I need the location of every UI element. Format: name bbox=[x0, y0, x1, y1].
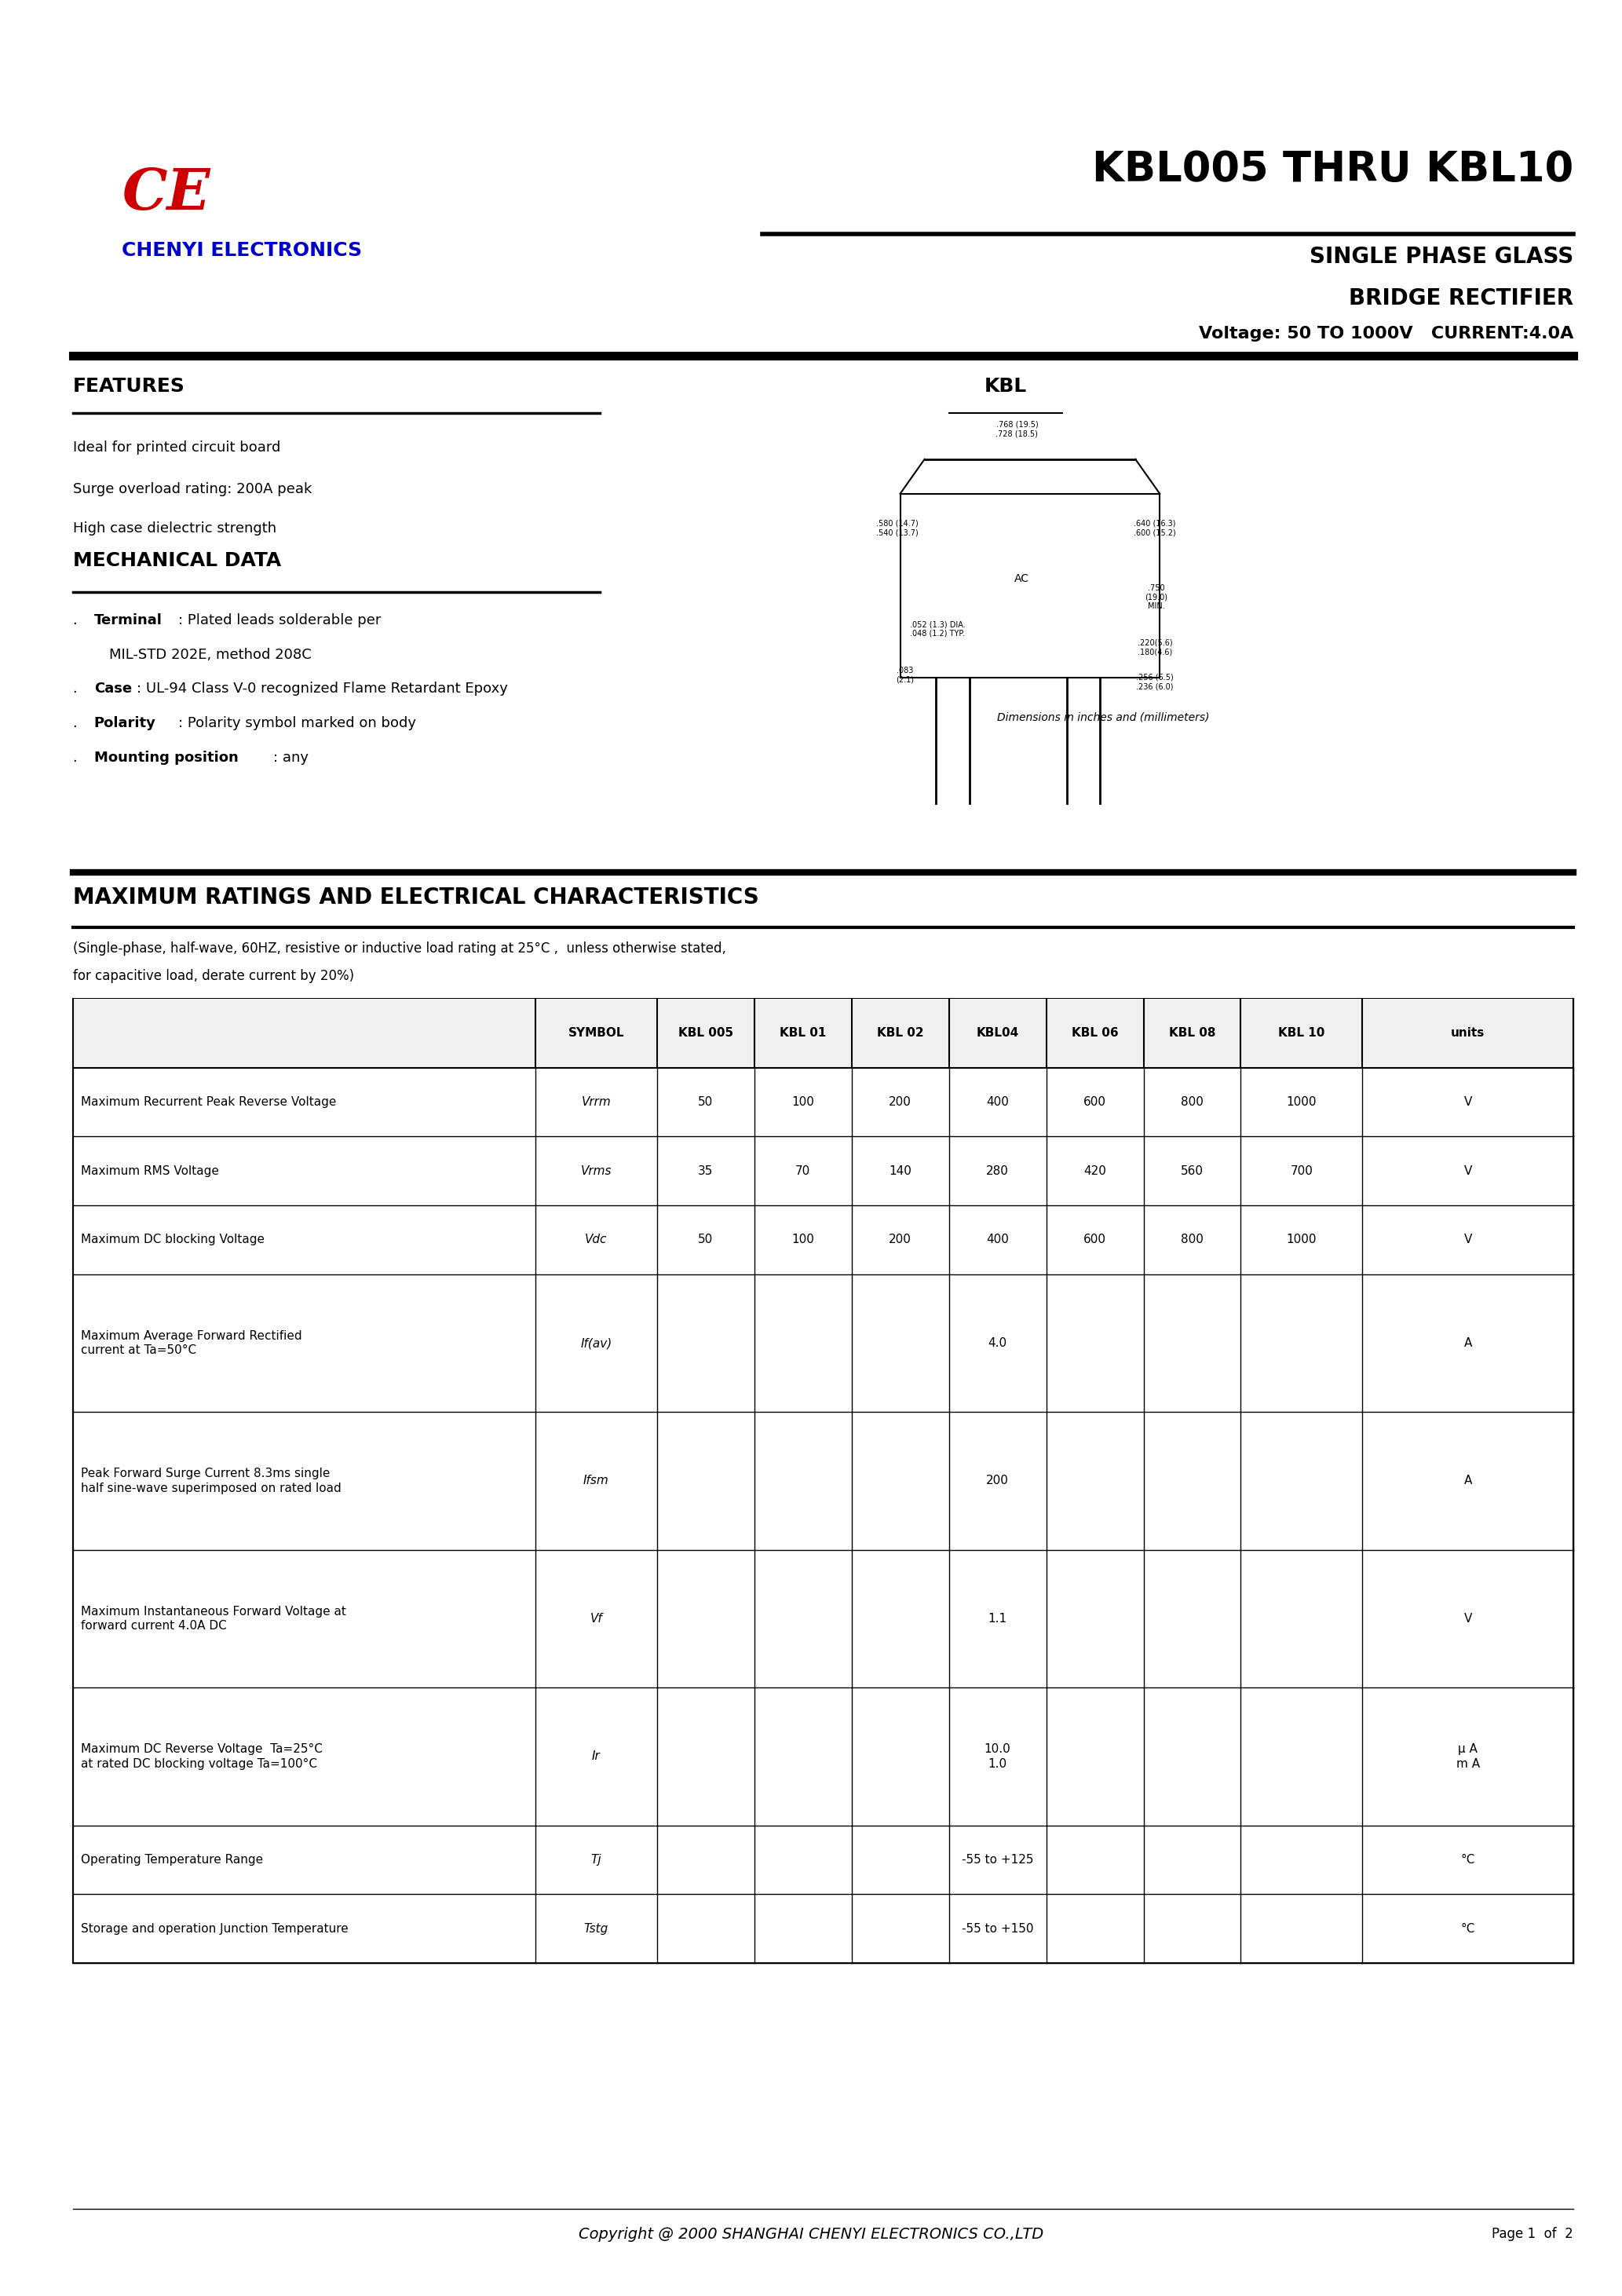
Text: .: . bbox=[73, 716, 83, 730]
Text: Case: Case bbox=[94, 682, 131, 696]
Text: 10.0
1.0: 10.0 1.0 bbox=[985, 1743, 1011, 1770]
Text: If(av): If(av) bbox=[581, 1336, 611, 1350]
Text: : Plated leads solderable per: : Plated leads solderable per bbox=[178, 613, 381, 627]
Text: .083
(2.1): .083 (2.1) bbox=[895, 666, 915, 684]
Text: 1.1: 1.1 bbox=[988, 1612, 1007, 1626]
Text: 280: 280 bbox=[986, 1164, 1009, 1178]
Text: 400: 400 bbox=[986, 1233, 1009, 1247]
Text: A: A bbox=[1463, 1474, 1473, 1488]
Text: -55 to +125: -55 to +125 bbox=[962, 1853, 1033, 1867]
Text: 140: 140 bbox=[889, 1164, 912, 1178]
Text: SYMBOL: SYMBOL bbox=[568, 1026, 624, 1040]
Text: CE: CE bbox=[122, 165, 211, 220]
Text: Maximum Recurrent Peak Reverse Voltage: Maximum Recurrent Peak Reverse Voltage bbox=[81, 1095, 336, 1109]
Text: Page 1  of  2: Page 1 of 2 bbox=[1492, 2227, 1573, 2241]
Bar bbox=[73, 999, 1573, 1068]
Text: Vf: Vf bbox=[590, 1612, 602, 1626]
Text: .: . bbox=[73, 613, 83, 627]
Text: : Polarity symbol marked on body: : Polarity symbol marked on body bbox=[178, 716, 417, 730]
Text: .640 (16.3)
.600 (15.2): .640 (16.3) .600 (15.2) bbox=[1134, 519, 1176, 537]
Text: 200: 200 bbox=[889, 1095, 912, 1109]
Text: Vrms: Vrms bbox=[581, 1164, 611, 1178]
Text: -55 to +150: -55 to +150 bbox=[962, 1922, 1033, 1936]
Text: .750
(19.0)
MIN.: .750 (19.0) MIN. bbox=[1145, 583, 1168, 611]
Text: 800: 800 bbox=[1181, 1095, 1204, 1109]
Text: BRIDGE RECTIFIER: BRIDGE RECTIFIER bbox=[1350, 287, 1573, 310]
Text: KBL 08: KBL 08 bbox=[1169, 1026, 1215, 1040]
Text: FEATURES: FEATURES bbox=[73, 377, 185, 395]
Text: MIL-STD 202E, method 208C: MIL-STD 202E, method 208C bbox=[73, 647, 311, 661]
Text: Storage and operation Junction Temperature: Storage and operation Junction Temperatu… bbox=[81, 1922, 349, 1936]
Text: °C: °C bbox=[1461, 1853, 1474, 1867]
Text: Vrrm: Vrrm bbox=[581, 1095, 611, 1109]
Text: Tj: Tj bbox=[590, 1853, 602, 1867]
Text: Dimensions in inches and (millimeters): Dimensions in inches and (millimeters) bbox=[998, 712, 1208, 723]
Text: KBL 01: KBL 01 bbox=[780, 1026, 826, 1040]
Text: SINGLE PHASE GLASS: SINGLE PHASE GLASS bbox=[1309, 246, 1573, 269]
Text: 400: 400 bbox=[986, 1095, 1009, 1109]
Text: : any: : any bbox=[272, 751, 308, 765]
Text: Maximum DC blocking Voltage: Maximum DC blocking Voltage bbox=[81, 1233, 264, 1247]
Text: Mounting position: Mounting position bbox=[94, 751, 238, 765]
Text: V: V bbox=[1463, 1612, 1473, 1626]
Text: V: V bbox=[1463, 1095, 1473, 1109]
Text: Terminal: Terminal bbox=[94, 613, 162, 627]
Text: .768 (19.5)
.728 (18.5): .768 (19.5) .728 (18.5) bbox=[996, 420, 1038, 439]
Text: Ideal for printed circuit board: Ideal for printed circuit board bbox=[73, 441, 281, 455]
Text: A: A bbox=[1463, 1336, 1473, 1350]
Text: 700: 700 bbox=[1291, 1164, 1312, 1178]
Text: V: V bbox=[1463, 1164, 1473, 1178]
Text: 200: 200 bbox=[986, 1474, 1009, 1488]
Text: CHENYI ELECTRONICS: CHENYI ELECTRONICS bbox=[122, 241, 362, 259]
Text: 50: 50 bbox=[697, 1233, 714, 1247]
Text: Operating Temperature Range: Operating Temperature Range bbox=[81, 1853, 263, 1867]
Text: Maximum RMS Voltage: Maximum RMS Voltage bbox=[81, 1164, 219, 1178]
Text: 100: 100 bbox=[792, 1095, 814, 1109]
Text: KBL: KBL bbox=[985, 377, 1027, 395]
Text: High case dielectric strength: High case dielectric strength bbox=[73, 521, 276, 535]
Text: Voltage: 50 TO 1000V   CURRENT:4.0A: Voltage: 50 TO 1000V CURRENT:4.0A bbox=[1199, 326, 1573, 342]
Text: : UL-94 Class V-0 recognized Flame Retardant Epoxy: : UL-94 Class V-0 recognized Flame Retar… bbox=[136, 682, 508, 696]
Text: 100: 100 bbox=[792, 1233, 814, 1247]
Text: 70: 70 bbox=[795, 1164, 811, 1178]
Text: 4.0: 4.0 bbox=[988, 1336, 1007, 1350]
Text: Peak Forward Surge Current 8.3ms single
half sine-wave superimposed on rated loa: Peak Forward Surge Current 8.3ms single … bbox=[81, 1467, 342, 1495]
Text: 600: 600 bbox=[1083, 1095, 1106, 1109]
Text: for capacitive load, derate current by 20%): for capacitive load, derate current by 2… bbox=[73, 969, 354, 983]
Text: .: . bbox=[73, 751, 83, 765]
Text: .: . bbox=[73, 682, 83, 696]
Text: KBL 06: KBL 06 bbox=[1072, 1026, 1118, 1040]
Text: Tstg: Tstg bbox=[584, 1922, 608, 1936]
Text: Maximum Instantaneous Forward Voltage at
forward current 4.0A DC: Maximum Instantaneous Forward Voltage at… bbox=[81, 1605, 347, 1632]
Text: MAXIMUM RATINGS AND ELECTRICAL CHARACTERISTICS: MAXIMUM RATINGS AND ELECTRICAL CHARACTER… bbox=[73, 886, 759, 909]
Text: Ifsm: Ifsm bbox=[584, 1474, 608, 1488]
Text: 600: 600 bbox=[1083, 1233, 1106, 1247]
Text: Vdc: Vdc bbox=[586, 1233, 607, 1247]
Text: Maximum Average Forward Rectified
current at Ta=50°C: Maximum Average Forward Rectified curren… bbox=[81, 1329, 302, 1357]
Text: KBL005 THRU KBL10: KBL005 THRU KBL10 bbox=[1092, 149, 1573, 191]
Text: .256 (6.5)
.236 (6.0): .256 (6.5) .236 (6.0) bbox=[1135, 673, 1174, 691]
Bar bbox=[73, 999, 1573, 1963]
Text: V: V bbox=[1463, 1233, 1473, 1247]
Text: units: units bbox=[1452, 1026, 1484, 1040]
Text: °C: °C bbox=[1461, 1922, 1474, 1936]
Text: 35: 35 bbox=[697, 1164, 714, 1178]
Text: MECHANICAL DATA: MECHANICAL DATA bbox=[73, 551, 281, 569]
Text: KBL 02: KBL 02 bbox=[878, 1026, 923, 1040]
Text: 800: 800 bbox=[1181, 1233, 1204, 1247]
Text: .220(5.6)
.180(4.6): .220(5.6) .180(4.6) bbox=[1137, 638, 1173, 657]
Text: Surge overload rating: 200A peak: Surge overload rating: 200A peak bbox=[73, 482, 311, 496]
Text: 1000: 1000 bbox=[1286, 1095, 1317, 1109]
Text: (Single-phase, half-wave, 60HZ, resistive or inductive load rating at 25°C ,  un: (Single-phase, half-wave, 60HZ, resistiv… bbox=[73, 941, 727, 955]
Text: μ A
m A: μ A m A bbox=[1457, 1743, 1479, 1770]
Text: 560: 560 bbox=[1181, 1164, 1204, 1178]
Text: Ir: Ir bbox=[592, 1750, 600, 1763]
Text: 50: 50 bbox=[697, 1095, 714, 1109]
Text: .580 (14.7)
.540 (13.7): .580 (14.7) .540 (13.7) bbox=[876, 519, 918, 537]
Text: 1000: 1000 bbox=[1286, 1233, 1317, 1247]
Text: KBL 10: KBL 10 bbox=[1278, 1026, 1325, 1040]
Text: 420: 420 bbox=[1083, 1164, 1106, 1178]
Text: KBL 005: KBL 005 bbox=[678, 1026, 733, 1040]
Text: Maximum DC Reverse Voltage  Ta=25°C
at rated DC blocking voltage Ta=100°C: Maximum DC Reverse Voltage Ta=25°C at ra… bbox=[81, 1743, 323, 1770]
Text: KBL04: KBL04 bbox=[976, 1026, 1019, 1040]
